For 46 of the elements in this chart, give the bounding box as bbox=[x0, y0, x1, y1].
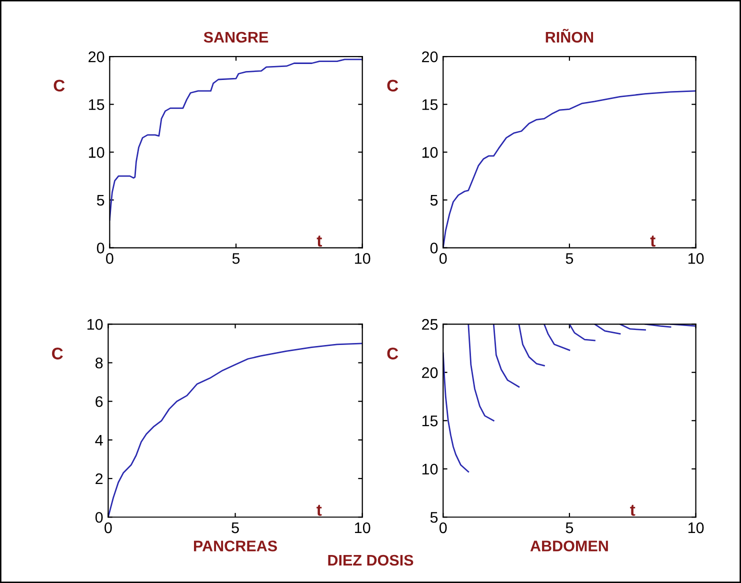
y-tick-label: 8 bbox=[95, 358, 103, 368]
y-tick-label: 5 bbox=[96, 194, 104, 206]
chart-title: RIÑON bbox=[546, 28, 594, 43]
y-tick-label: 10 bbox=[88, 319, 103, 330]
chart-title: SANGRE bbox=[204, 32, 268, 43]
y-axis-title: C bbox=[387, 80, 398, 92]
x-tick-label: 5 bbox=[566, 522, 574, 534]
x-tick-label: 0 bbox=[104, 522, 112, 534]
x-tick-label: 0 bbox=[439, 253, 447, 264]
x-tick-label: 5 bbox=[232, 253, 240, 264]
y-tick-label: 0 bbox=[95, 512, 103, 523]
x-tick-label: 10 bbox=[688, 522, 704, 534]
y-tick-label: 0 bbox=[430, 242, 438, 254]
y-tick-label: 5 bbox=[430, 512, 438, 523]
y-axis-title: C bbox=[54, 80, 65, 92]
x-axis-title: t bbox=[630, 504, 636, 516]
y-tick-label: 6 bbox=[96, 396, 103, 408]
x-tick-label: 10 bbox=[688, 253, 704, 264]
x-tick-label: 10 bbox=[355, 522, 370, 534]
x-axis-title: t bbox=[650, 236, 656, 247]
y-tick-label: 10 bbox=[422, 147, 438, 158]
y-tick-label: 10 bbox=[88, 147, 104, 158]
y-tick-label: 20 bbox=[422, 51, 438, 62]
y-tick-label: 20 bbox=[422, 367, 438, 378]
y-tick-label: 5 bbox=[430, 194, 438, 206]
x-axis-title: t bbox=[316, 236, 322, 247]
x-tick-label: 5 bbox=[566, 253, 574, 264]
y-tick-label: 15 bbox=[422, 416, 438, 426]
y-tick-label: 0 bbox=[96, 242, 104, 254]
y-tick-label: 25 bbox=[422, 319, 438, 330]
y-tick-label: 2 bbox=[96, 473, 103, 484]
x-tick-label: 0 bbox=[439, 522, 447, 534]
y-tick-label: 15 bbox=[88, 99, 104, 110]
text: ABDOMEN bbox=[530, 540, 608, 552]
x-tick-label: 0 bbox=[106, 253, 114, 264]
x-tick-label: 10 bbox=[355, 253, 370, 264]
y-axis-title: C bbox=[52, 348, 63, 360]
text: DIEZ DOSIS bbox=[328, 554, 414, 566]
y-tick-label: 20 bbox=[88, 51, 104, 62]
x-tick-label: 5 bbox=[232, 522, 239, 534]
x-axis-title: t bbox=[316, 504, 322, 516]
y-tick-label: 10 bbox=[422, 464, 438, 475]
y-tick-label: 15 bbox=[422, 99, 438, 110]
text: PANCREAS bbox=[194, 540, 277, 552]
y-tick-label: 4 bbox=[95, 434, 103, 446]
y-axis-title: C bbox=[387, 348, 398, 360]
